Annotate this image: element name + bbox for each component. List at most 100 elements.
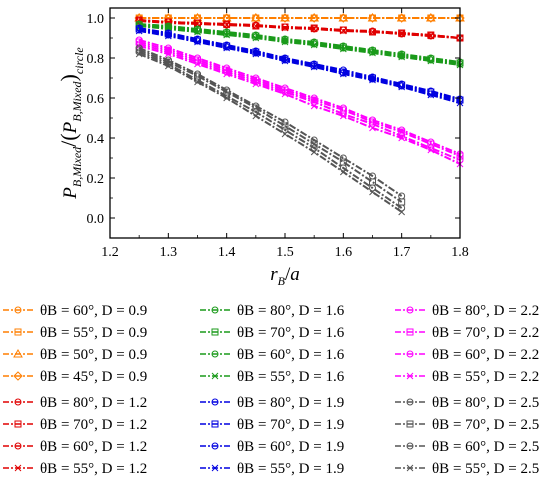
data-point (281, 24, 289, 32)
plot-area (134, 12, 465, 216)
data-point (398, 53, 406, 61)
legend-marker (211, 464, 219, 472)
data-point (280, 13, 290, 23)
data-point (398, 83, 406, 91)
legend-label: θB = 80°, D = 1.2 (40, 395, 147, 411)
data-point (194, 20, 201, 28)
legend-entry: θB = 80°, D = 1.6 (200, 303, 345, 319)
legend-label: θB = 60°, D = 1.2 (40, 439, 147, 455)
legend-label: θB = 70°, D = 1.6 (237, 325, 345, 341)
data-point (310, 102, 318, 110)
data-point (223, 21, 231, 29)
data-point (369, 188, 376, 196)
x-axis-label: rB/a (270, 264, 300, 288)
legend-label: θB = 55°, D = 0.9 (40, 325, 147, 341)
legend-marker (211, 420, 219, 428)
data-point (194, 78, 201, 86)
data-point (252, 22, 260, 30)
legend-entry: θB = 80°, D = 2.2 (395, 303, 539, 319)
data-point (135, 27, 143, 35)
legend-entry: θB = 70°, D = 2.2 (395, 325, 539, 341)
legend-entry: θB = 55°, D = 0.9 (3, 325, 147, 341)
legend-marker (14, 464, 22, 472)
y-tick-label: 1.0 (87, 12, 105, 27)
data-point (369, 184, 376, 192)
data-point (398, 208, 406, 216)
data-point (281, 90, 289, 98)
data-point (427, 57, 435, 65)
x-tick-label: 1.7 (393, 245, 411, 260)
series-line (138, 39, 461, 155)
legend-label: θB = 80°, D = 2.2 (432, 303, 539, 319)
legend-label: θB = 80°, D = 2.5 (432, 395, 539, 411)
data-point (194, 60, 201, 68)
y-tick-label: 0.6 (87, 92, 105, 107)
legend-marker (406, 420, 414, 428)
data-point (252, 80, 260, 88)
legend-marker (406, 372, 414, 380)
legend-entry: θB = 80°, D = 2.5 (395, 395, 539, 411)
data-point (427, 146, 435, 154)
data-point (369, 49, 376, 57)
legend-entry: θB = 70°, D = 1.9 (200, 417, 344, 433)
legend-label: θB = 60°, D = 2.2 (432, 347, 539, 363)
legend-label: θB = 45°, D = 0.9 (40, 369, 147, 385)
series-line (138, 47, 403, 197)
x-tick-label: 1.3 (160, 245, 178, 260)
data-point (164, 62, 172, 70)
legend-label: θB = 55°, D = 2.5 (432, 461, 539, 477)
y-tick-label: 0.0 (87, 212, 105, 227)
legend-entry: θB = 60°, D = 1.2 (3, 439, 147, 455)
y-tick-label: 0.8 (87, 52, 105, 67)
legend-marker (406, 398, 414, 406)
data-point (339, 154, 347, 162)
legend: θB = 60°, D = 0.9 θB = 55°, D = 0.9 θB = 5… (3, 303, 539, 477)
series-line (139, 25, 461, 66)
legend-label: θB = 60°, D = 1.6 (237, 347, 345, 363)
legend-marker (211, 372, 219, 380)
data-point (135, 50, 143, 58)
data-point (281, 38, 289, 46)
data-point (252, 49, 260, 57)
data-point (398, 134, 406, 142)
x-tick-label: 1.2 (101, 245, 119, 260)
series-line (138, 49, 403, 203)
legend-label: θB = 60°, D = 0.9 (40, 303, 147, 319)
legend-label: θB = 70°, D = 2.2 (432, 325, 539, 341)
series-line (138, 45, 461, 165)
x-tick-label: 1.6 (335, 245, 353, 260)
data-point (339, 45, 347, 53)
legend-marker (211, 350, 219, 358)
legend-label: θB = 70°, D = 1.9 (237, 417, 344, 433)
data-point (281, 23, 289, 31)
legend-entry: θB = 60°, D = 1.9 (200, 439, 344, 455)
x-tick-label: 1.4 (218, 245, 236, 260)
legend-label: θB = 70°, D = 1.2 (40, 417, 147, 433)
legend-label: θB = 80°, D = 1.6 (237, 303, 345, 319)
series-line (138, 30, 461, 104)
data-point (310, 63, 318, 71)
legend-marker (14, 328, 22, 336)
legend-entry: θB = 80°, D = 1.9 (200, 395, 344, 411)
legend-label: θB = 55°, D = 2.2 (432, 369, 539, 385)
data-point (194, 38, 201, 46)
series-line (138, 41, 461, 157)
legend-marker (406, 306, 414, 314)
legend-entry: θB = 80°, D = 1.2 (3, 395, 147, 411)
legend-label: θB = 70°, D = 2.5 (432, 417, 539, 433)
series-line (139, 20, 461, 39)
data-point (135, 26, 143, 34)
legend-entry: θB = 55°, D = 1.9 (200, 461, 344, 477)
x-tick-label: 1.5 (276, 245, 294, 260)
data-point (281, 57, 289, 65)
data-point (223, 94, 231, 102)
legend-entry: θB = 55°, D = 2.5 (395, 461, 539, 477)
y-tick-label: 0.4 (87, 132, 105, 147)
data-point (223, 31, 231, 39)
legend-entry: θB = 45°, D = 0.9 (3, 369, 147, 385)
legend-entry: θB = 55°, D = 1.6 (200, 369, 345, 385)
legend-marker (14, 306, 22, 314)
legend-entry: θB = 50°, D = 0.9 (3, 347, 147, 363)
data-point (310, 25, 318, 33)
